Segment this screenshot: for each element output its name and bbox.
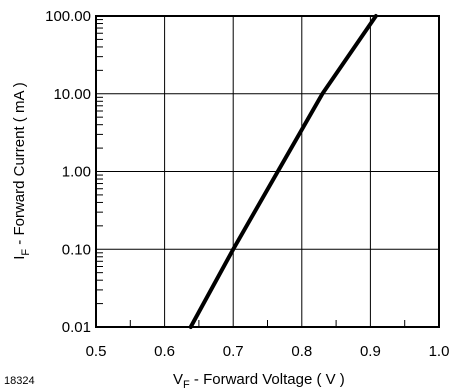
y-axis-text: - Forward Current ( mA ) (11, 82, 28, 249)
x-tick-labels: 0.5 0.6 0.7 0.8 0.9 1.0 (86, 343, 450, 360)
x-tick-label: 0.5 (86, 343, 107, 360)
x-axis-subscript: F (183, 379, 190, 389)
x-tick-label: 0.6 (154, 343, 175, 360)
forward-current-curve (188, 14, 378, 329)
y-axis-subscript: F (20, 249, 32, 256)
x-tick-label: 1.0 (429, 343, 450, 360)
y-tick-label: 0.01 (62, 319, 91, 336)
x-tick-label: 0.7 (223, 343, 244, 360)
x-tick-label: 0.8 (291, 343, 312, 360)
grid-lines (95, 15, 440, 328)
y-axis-symbol: I (11, 256, 28, 260)
figure-id: 18324 (4, 375, 35, 387)
x-axis-text: - Forward Voltage ( V ) (190, 371, 345, 388)
y-tick-label: 10.00 (53, 86, 91, 103)
x-axis-label: VF - Forward Voltage ( V ) (173, 371, 345, 389)
x-tick-label: 0.9 (360, 343, 381, 360)
y-axis-label: IF - Forward Current ( mA ) (11, 82, 32, 260)
y-tick-label: 100.00 (45, 8, 91, 25)
y-tick-label: 0.10 (62, 241, 91, 258)
x-axis-symbol: V (173, 371, 183, 388)
minor-ticks (96, 19, 406, 327)
y-tick-labels: 0.01 0.10 1.00 10.00 100.00 (45, 8, 91, 336)
y-tick-label: 1.00 (62, 164, 91, 181)
plot-frame (95, 15, 440, 328)
